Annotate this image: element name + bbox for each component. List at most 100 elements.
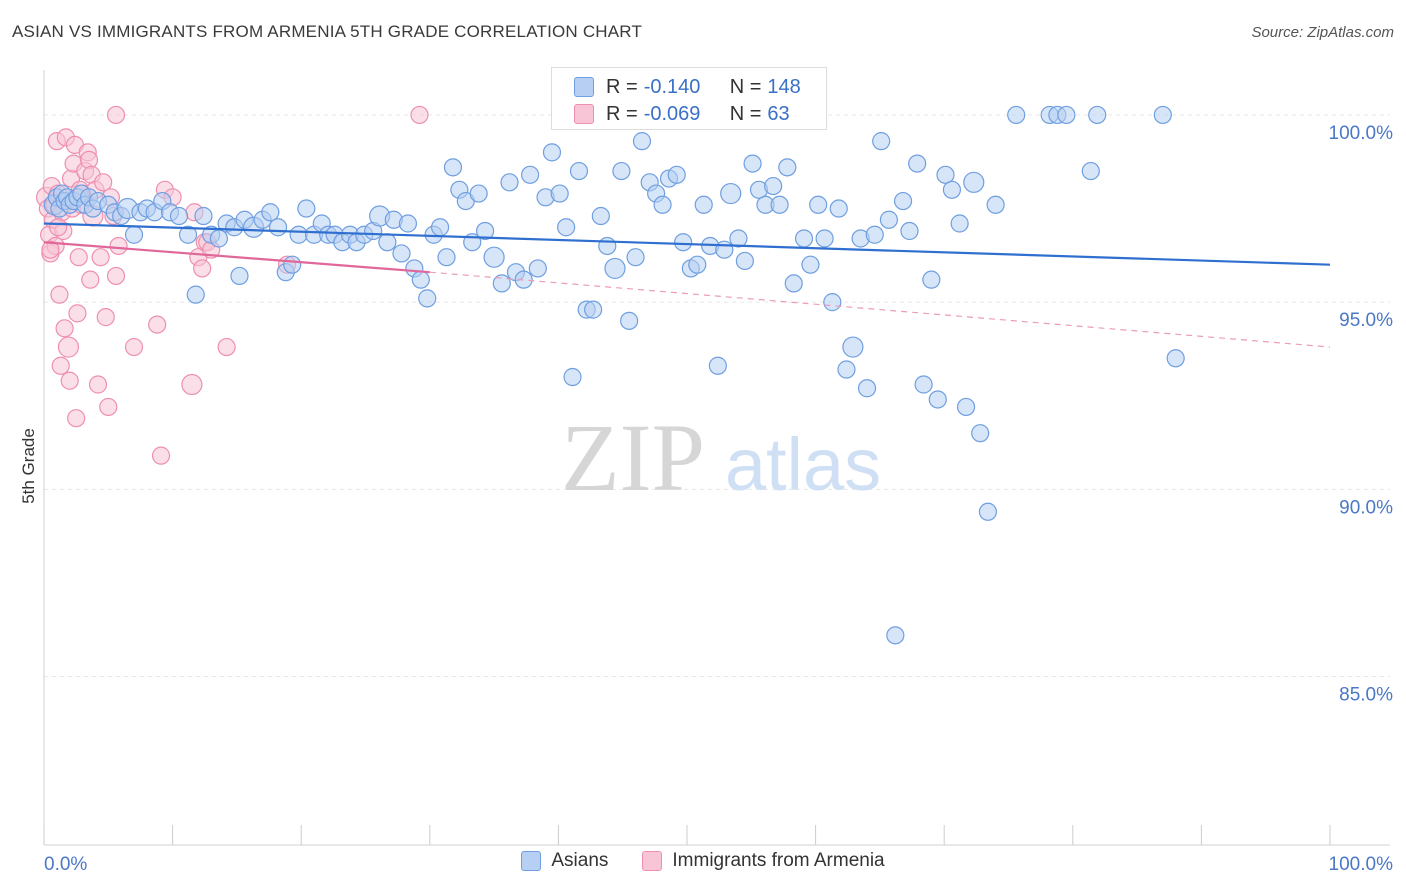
legend-swatch-asians xyxy=(521,851,542,871)
asians-point xyxy=(794,229,814,248)
asians-point xyxy=(591,206,610,226)
asians-point xyxy=(632,132,652,151)
legend-item-armenia[interactable]: Immigrants from Armenia xyxy=(642,850,885,872)
legend-item-asians[interactable]: Asians xyxy=(521,850,608,872)
asians-point xyxy=(1153,105,1172,125)
asians-point xyxy=(283,255,302,274)
asians-point xyxy=(584,300,603,319)
asians-point xyxy=(950,214,969,233)
asians-point xyxy=(900,221,919,241)
asians-point xyxy=(815,229,834,248)
armenia-point xyxy=(124,337,144,357)
stats-n-label: N = xyxy=(729,75,762,98)
asians-point xyxy=(908,154,927,173)
y-axis-label: 5th Grade xyxy=(19,428,38,504)
armenia-point xyxy=(88,375,108,394)
armenia-point xyxy=(81,270,100,289)
asians-point xyxy=(492,274,511,293)
armenia-point xyxy=(57,336,80,358)
asians-point xyxy=(604,257,626,280)
watermark: ZIP atlas xyxy=(561,404,881,511)
stats-row-armenia: R = -0.069 N = 63 xyxy=(574,100,790,128)
asians-point xyxy=(169,206,189,226)
asians-point xyxy=(694,195,713,214)
grid-lines xyxy=(44,114,1390,678)
asians-point xyxy=(178,225,198,244)
armenia-point xyxy=(106,266,126,286)
asians-point xyxy=(430,218,450,237)
chart-title: ASIAN VS IMMIGRANTS FROM ARMENIA 5TH GRA… xyxy=(12,22,643,41)
asians-point xyxy=(978,502,998,521)
trend-line-armenia-extension xyxy=(429,271,1331,348)
asians-point xyxy=(667,165,686,184)
armenia-point xyxy=(193,259,212,278)
stats-swatch-asians xyxy=(574,77,594,97)
x-tick-label: 0.0% xyxy=(44,854,87,875)
asians-point xyxy=(557,218,576,237)
asians-point xyxy=(475,221,495,241)
asians-point xyxy=(708,356,727,375)
stats-n-value: 63 xyxy=(767,102,790,125)
asians-point xyxy=(569,161,589,181)
source-label: Source: ZipAtlas.com xyxy=(1251,24,1394,41)
asians-point xyxy=(550,184,569,203)
asians-point xyxy=(194,206,213,226)
y-tick-label: 95.0% xyxy=(1339,310,1393,331)
asians-point xyxy=(986,195,1005,214)
asians-point xyxy=(443,158,463,177)
armenia-point xyxy=(69,248,88,267)
armenia-point xyxy=(181,373,203,396)
asians-point xyxy=(942,180,962,199)
legend-swatch-armenia xyxy=(642,851,663,871)
asians-point xyxy=(842,336,864,358)
asians-point xyxy=(893,191,913,211)
asians-point xyxy=(392,244,411,263)
armenia-point xyxy=(55,319,74,338)
asians-point xyxy=(209,229,228,248)
asians-point xyxy=(297,199,316,218)
asians-point xyxy=(801,255,820,274)
armenia-point xyxy=(96,308,115,327)
stats-r-value: -0.069 xyxy=(643,102,701,125)
tick-labels: 100.0% 95.0% 90.0% 85.0% 0.0% 100.0% xyxy=(44,123,1393,875)
legend: Asians Immigrants from Armenia xyxy=(0,850,1406,872)
asians-point xyxy=(956,397,976,417)
y-tick-label: 90.0% xyxy=(1339,497,1393,518)
armenia-point xyxy=(151,446,171,465)
armenia-point xyxy=(410,105,429,125)
asians-point xyxy=(865,225,884,244)
asians-point xyxy=(971,424,990,443)
armenia-point xyxy=(91,248,110,267)
armenia-point xyxy=(67,409,86,428)
legend-label-armenia: Immigrants from Armenia xyxy=(672,850,885,871)
asians-point xyxy=(528,259,547,278)
stats-n-value: 148 xyxy=(767,75,801,98)
stats-n-label: N = xyxy=(729,102,762,125)
asians-point xyxy=(729,229,748,248)
watermark-zip: ZIP xyxy=(561,404,705,511)
asians-point xyxy=(289,225,308,244)
legend-label-asians: Asians xyxy=(551,850,609,871)
armenia-point xyxy=(217,337,236,357)
asians-point xyxy=(124,225,144,244)
asians-point xyxy=(411,270,430,289)
asians-point xyxy=(378,233,397,252)
asians-point xyxy=(784,274,803,293)
asians-point xyxy=(612,161,631,181)
asians-point xyxy=(936,165,955,184)
asians-point xyxy=(398,214,418,233)
asians-point xyxy=(735,251,754,271)
armenia-point xyxy=(60,371,79,390)
asians-point xyxy=(620,311,639,330)
armenia-point xyxy=(106,105,126,125)
asians-point xyxy=(837,360,856,379)
asians-point xyxy=(186,285,205,304)
trend-line-armenia xyxy=(43,241,430,274)
asians-point xyxy=(268,218,288,237)
asians-point xyxy=(437,248,456,267)
stats-r-value: -0.140 xyxy=(643,75,701,98)
asians-point xyxy=(829,199,848,218)
stats-r-label: R = xyxy=(606,75,638,98)
asians-point xyxy=(963,171,985,193)
asians-point xyxy=(542,143,562,162)
